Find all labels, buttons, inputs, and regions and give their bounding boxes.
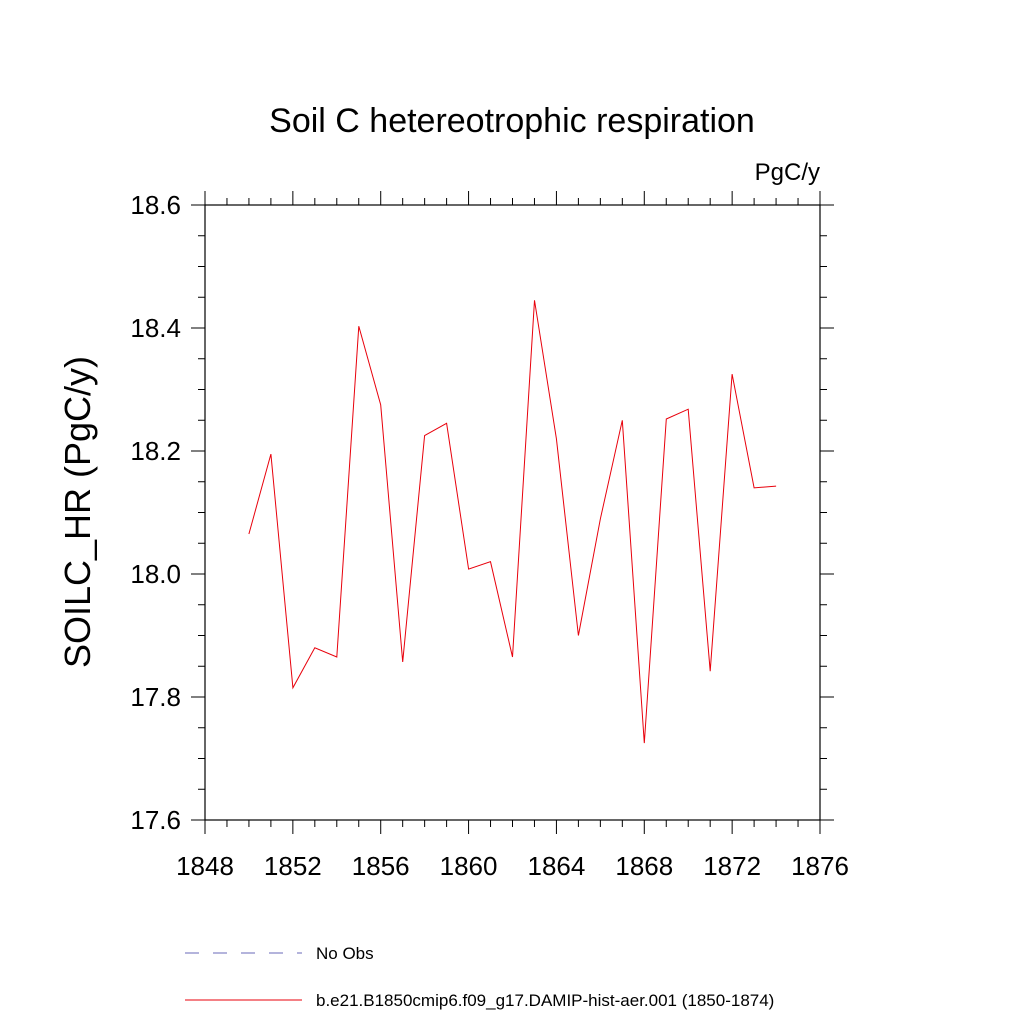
chart-title: Soil C hetereotrophic respiration [269,102,755,140]
plot-frame [204,204,821,821]
y-axis-label: SOILC_HR (PgC/y) [57,356,98,668]
x-tick-label: 1852 [264,851,322,881]
y-tick-label: 17.8 [130,682,181,712]
x-tick-label: 1872 [703,851,761,881]
y-tick-label: 18.2 [130,436,181,466]
legend-label-model: b.e21.B1850cmip6.f09_g17.DAMIP-hist-aer.… [316,991,774,1010]
units-label: PgC/y [755,159,820,186]
x-tick-label: 1864 [528,851,586,881]
y-tick-label: 18.6 [130,190,181,220]
axis-ticks [191,191,834,834]
y-tick-label: 18.0 [130,559,181,589]
x-tick-label: 1876 [791,851,849,881]
x-tick-label: 1856 [352,851,410,881]
x-tick-label: 1860 [440,851,498,881]
legend-label-no-obs: No Obs [316,944,374,963]
y-tick-labels: 17.6 17.8 18.0 18.2 18.4 18.6 [130,190,181,835]
x-tick-labels: 1848 1852 1856 1860 1864 1868 1872 1876 [176,851,849,881]
legend: No Obs b.e21.B1850cmip6.f09_g17.DAMIP-hi… [185,944,774,1010]
x-tick-label: 1868 [615,851,673,881]
y-tick-label: 18.4 [130,313,181,343]
series-group [248,300,777,744]
y-tick-label: 17.6 [130,805,181,835]
x-tick-label: 1848 [176,851,234,881]
series-line-0 [248,300,777,744]
